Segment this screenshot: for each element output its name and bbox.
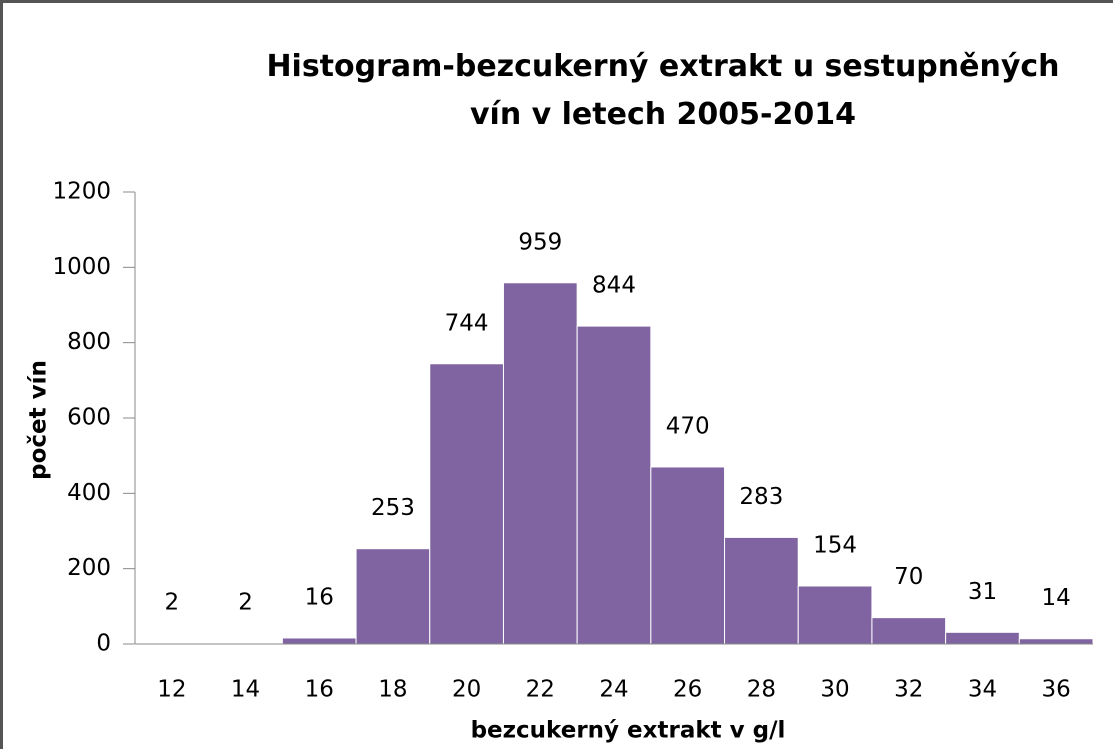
- y-tick-label: 400: [67, 480, 111, 506]
- y-tick-label: 800: [67, 329, 111, 355]
- data-label: 2: [165, 590, 180, 616]
- bar: [797, 585, 873, 645]
- x-tick-label: 18: [378, 677, 407, 703]
- data-label: 70: [894, 564, 923, 590]
- bar: [945, 631, 1020, 645]
- data-label: 14: [1042, 585, 1071, 611]
- x-tick-label: 14: [231, 677, 260, 703]
- x-axis-label: bezcukerný extrakt v g/l: [471, 718, 786, 744]
- y-tick-label: 200: [67, 555, 111, 581]
- bar: [355, 548, 431, 645]
- data-label: 744: [445, 310, 489, 336]
- data-label: 31: [968, 579, 997, 605]
- x-tick-label: 34: [968, 677, 997, 703]
- y-tick-label: 0: [96, 631, 111, 657]
- x-tick-label: 16: [305, 677, 334, 703]
- y-axis-label: počet vín: [26, 360, 52, 480]
- x-tick-label: 22: [526, 677, 555, 703]
- data-label: 844: [592, 273, 636, 299]
- x-tick-label: 28: [747, 677, 776, 703]
- bar: [576, 325, 652, 645]
- data-label: 959: [518, 229, 562, 255]
- bar: [281, 637, 357, 645]
- y-tick-label: 1000: [52, 254, 111, 280]
- data-label: 16: [305, 584, 334, 610]
- x-tick-label: 30: [820, 677, 849, 703]
- y-tick-label: 1200: [52, 179, 111, 205]
- x-tick-label: 12: [157, 677, 186, 703]
- chart-title: Histogram-bezcukerný extrakt u sestupněn…: [266, 49, 1060, 132]
- bar: [502, 282, 578, 645]
- data-label: 470: [666, 413, 710, 439]
- data-label: 283: [739, 484, 783, 510]
- x-tick-label: 24: [599, 677, 628, 703]
- y-tick-label: 600: [67, 405, 111, 431]
- bar: [724, 536, 799, 645]
- bar: [429, 363, 504, 645]
- data-label: 2: [238, 590, 253, 616]
- x-tick-label: 26: [673, 677, 702, 703]
- x-tick-label: 32: [894, 677, 923, 703]
- data-label: 253: [371, 495, 415, 521]
- bar: [1018, 638, 1094, 645]
- x-tick-label: 20: [452, 677, 481, 703]
- x-tick-label: 36: [1042, 677, 1071, 703]
- bar: [650, 466, 726, 645]
- bar: [871, 617, 947, 645]
- chart: bezcukerný extrakt v g/l počet vín 0 200 4…: [26, 179, 1094, 744]
- data-label: 154: [813, 532, 857, 558]
